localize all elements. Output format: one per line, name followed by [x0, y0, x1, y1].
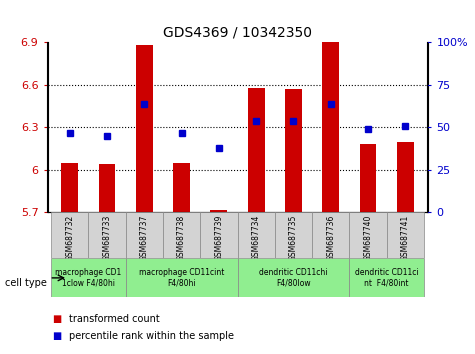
- Bar: [99, 164, 115, 212]
- Bar: [285, 89, 302, 212]
- Bar: [51, 212, 88, 258]
- Text: percentile rank within the sample: percentile rank within the sample: [69, 331, 234, 341]
- Bar: [88, 212, 126, 258]
- Text: GSM687741: GSM687741: [400, 215, 409, 261]
- Text: cell type: cell type: [5, 278, 47, 288]
- Text: GSM687737: GSM687737: [140, 215, 149, 261]
- Text: GSM687736: GSM687736: [326, 215, 335, 261]
- Bar: [349, 258, 424, 297]
- Text: ■: ■: [52, 314, 61, 324]
- Text: macrophage CD11cint
F4/80hi: macrophage CD11cint F4/80hi: [139, 268, 224, 287]
- Bar: [200, 212, 238, 258]
- Bar: [275, 212, 312, 258]
- Text: transformed count: transformed count: [69, 314, 160, 324]
- Bar: [238, 212, 275, 258]
- Text: GSM687735: GSM687735: [289, 215, 298, 261]
- Bar: [248, 88, 265, 212]
- Bar: [173, 163, 190, 212]
- Bar: [397, 142, 414, 212]
- Bar: [126, 258, 238, 297]
- Text: macrophage CD1
1clow F4/80hi: macrophage CD1 1clow F4/80hi: [56, 268, 122, 287]
- Text: dendritic CD11ci
nt  F4/80int: dendritic CD11ci nt F4/80int: [355, 268, 418, 287]
- Bar: [312, 212, 349, 258]
- Bar: [387, 212, 424, 258]
- Bar: [238, 258, 349, 297]
- Text: GSM687734: GSM687734: [252, 215, 261, 261]
- Bar: [61, 163, 78, 212]
- Title: GDS4369 / 10342350: GDS4369 / 10342350: [163, 26, 312, 40]
- Text: GSM687739: GSM687739: [214, 215, 223, 261]
- Bar: [360, 144, 376, 212]
- Text: GSM687733: GSM687733: [103, 215, 112, 261]
- Bar: [210, 210, 227, 212]
- Bar: [322, 42, 339, 212]
- Bar: [126, 212, 163, 258]
- Bar: [349, 212, 387, 258]
- Text: GSM687740: GSM687740: [363, 215, 372, 261]
- Text: dendritic CD11chi
F4/80low: dendritic CD11chi F4/80low: [259, 268, 328, 287]
- Text: ■: ■: [52, 331, 61, 341]
- Bar: [136, 45, 153, 212]
- Bar: [51, 258, 126, 297]
- Text: GSM687738: GSM687738: [177, 215, 186, 261]
- Text: GSM687732: GSM687732: [66, 215, 75, 261]
- Bar: [163, 212, 200, 258]
